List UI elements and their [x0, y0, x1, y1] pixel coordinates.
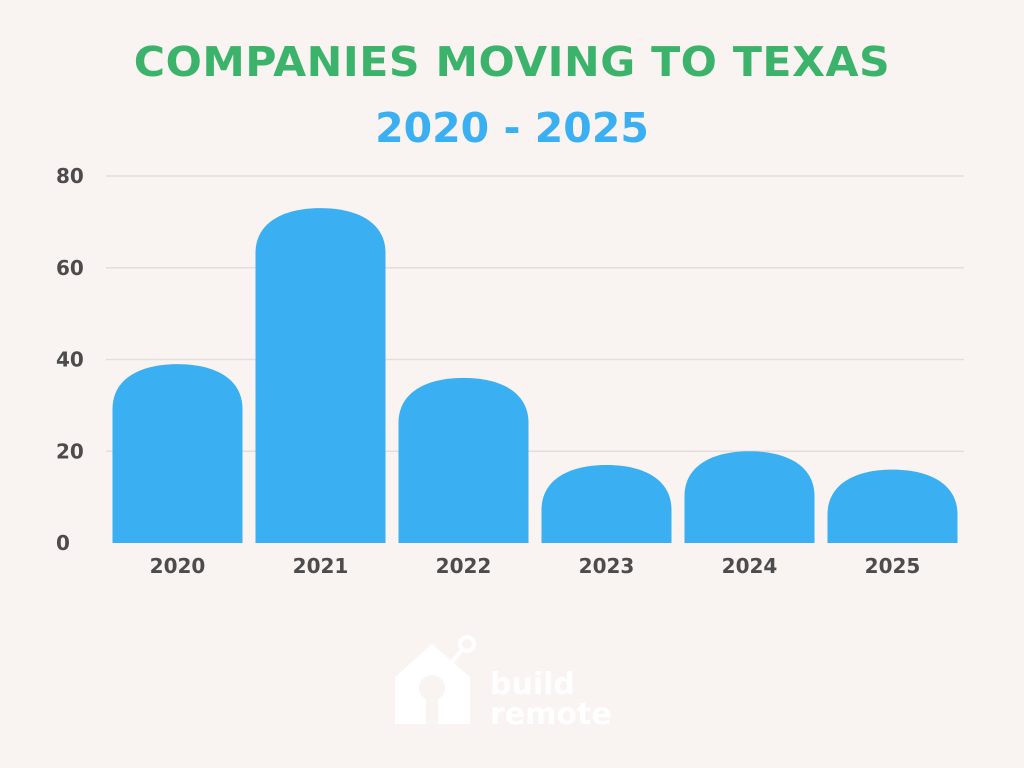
y-tick-label: 80 — [56, 164, 84, 188]
bar-2025 — [827, 469, 958, 543]
x-tick-label: 2022 — [436, 554, 492, 578]
x-tick-label: 2021 — [293, 554, 349, 578]
bar-2024 — [684, 451, 815, 543]
gridlines — [106, 175, 964, 452]
x-tick-label: 2023 — [579, 554, 635, 578]
y-tick-label: 0 — [56, 531, 70, 555]
watermark-line-1: build — [490, 667, 575, 702]
x-tick-label: 2025 — [865, 554, 921, 578]
x-tick-label: 2024 — [722, 554, 778, 578]
x-tick-label: 2020 — [150, 554, 206, 578]
bar-chart: 0 20 40 60 80 2020 2021 2022 2023 2024 2025 — [56, 164, 964, 578]
watermark-line-2: remote — [490, 697, 612, 732]
bars — [112, 208, 958, 544]
bar-2022 — [398, 377, 529, 543]
y-tick-label: 60 — [56, 256, 84, 280]
y-tick-label: 40 — [56, 348, 84, 372]
y-axis-tick-labels: 0 20 40 60 80 — [56, 164, 84, 555]
house-icon: build remote — [395, 635, 612, 732]
buildremote-logo-watermark: build remote — [390, 632, 640, 732]
chart-title: COMPANIES MOVING TO TEXAS — [133, 38, 891, 86]
bar-2020 — [112, 364, 243, 543]
bar-2021 — [255, 208, 386, 544]
y-tick-label: 20 — [56, 439, 84, 463]
chart-subtitle: 2020 - 2025 — [375, 104, 649, 152]
x-axis-tick-labels: 2020 2021 2022 2023 2024 2025 — [150, 554, 921, 578]
bar-2023 — [541, 465, 672, 543]
